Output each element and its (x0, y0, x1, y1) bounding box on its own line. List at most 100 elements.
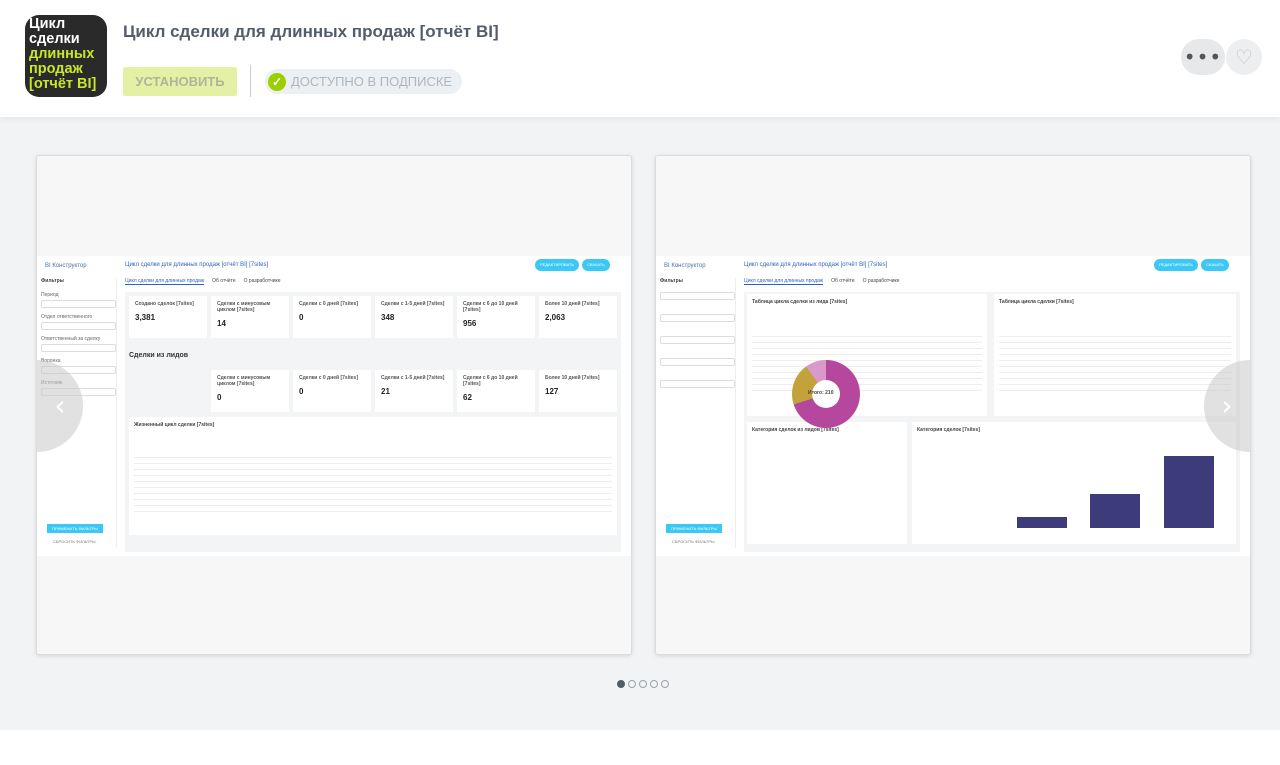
period-label: Период (41, 292, 59, 298)
header-divider (250, 65, 251, 97)
stat-label: Более 10 дней [7sites] (545, 301, 600, 307)
stat-value: 0 (217, 393, 222, 402)
screenshot-slide-2[interactable]: BI Конструктор Цикл сделки для длинных п… (655, 155, 1251, 655)
app-icon-line-5: [отчёт BI] (29, 76, 97, 92)
slide-dot-3[interactable] (639, 680, 647, 688)
filters-sidebar: Фильтры (660, 278, 736, 548)
period-select (41, 300, 116, 308)
stat-label: Сделки с 0 дней [7sites] (299, 375, 358, 381)
slide-2-preview: BI Конструктор Цикл сделки для длинных п… (656, 256, 1250, 556)
stat-label: Сделки с 6 до 10 дней [7sites] (463, 375, 518, 387)
footer-band (0, 730, 1280, 765)
stat-card: Сделки с 0 дней [7sites] 0 (293, 296, 371, 338)
filters-label: Фильтры (660, 278, 683, 284)
apply-filters-button: ПРИМЕНИТЬ ФИЛЬТРЫ (666, 524, 722, 533)
bi-logo: BI Конструктор (45, 263, 87, 269)
stat-value: 0 (299, 387, 304, 396)
bi-logo: BI Конструктор (664, 263, 706, 269)
pie-total: Итого: 210 (808, 390, 834, 396)
stat-value: 3,381 (135, 313, 156, 322)
slide-1-preview: BI Конструктор Цикл сделки для длинных п… (37, 256, 631, 556)
apply-filters-button: ПРИМЕНИТЬ ФИЛЬТРЫ (47, 524, 103, 533)
slide-dot-5[interactable] (661, 680, 669, 688)
leads-section-title: Сделки из лидов (129, 352, 189, 359)
filter-select (660, 292, 735, 300)
stat-label: Сделки с минусовым циклом [7sites] (217, 375, 271, 387)
slide-dot-1[interactable] (617, 680, 625, 688)
app-title: Цикл сделки для длинных продаж [отчёт BI… (123, 22, 499, 41)
download-button: СКАЧАТЬ (582, 259, 610, 271)
tab-cycle: Цикл сделки для длинных продаж (125, 278, 205, 285)
filter-select (660, 336, 735, 344)
edit-button: РЕДАКТИРОВАТЬ (535, 259, 579, 271)
stat-card: Сделки с 6 до 10 дней [7sites] 956 (457, 296, 535, 338)
app-icon-line-2: сделки (29, 31, 80, 47)
filter-select (660, 358, 735, 366)
stat-value: 0 (299, 313, 304, 322)
lifecycle-table: Жизненный цикл сделки [7sites] (129, 417, 617, 535)
more-options-button[interactable]: ••• (1181, 39, 1225, 75)
stat-value: 956 (463, 319, 477, 328)
stat-value: 62 (463, 393, 472, 402)
reset-filters-link: СБРОСИТЬ ФИЛЬТРЫ (672, 539, 715, 544)
deal-category-bar-panel: Категория сделок [7sites] (912, 422, 1236, 544)
dept-label: Отдел ответственного (41, 314, 93, 320)
stat-value: 348 (381, 313, 395, 322)
lead-category-pie-panel: Категория сделок из лидов [7sites] (747, 422, 907, 544)
funnel-label: Воронка (41, 358, 61, 364)
stat-label: Создано сделок [7sites] (135, 301, 194, 307)
lead-stat-card: Сделки с 0 дней [7sites] 0 (293, 370, 371, 412)
stat-label: Сделки с 1-5 дней [7sites] (381, 301, 445, 307)
resp-select (41, 344, 116, 352)
stat-value: 21 (381, 387, 390, 396)
app-icon-line-1: Цикл (29, 16, 66, 32)
screenshot-slide-1[interactable]: BI Конструктор Цикл сделки для длинных п… (36, 155, 632, 655)
app-icon: Цикл сделки длинных продаж [отчёт BI] (25, 15, 107, 97)
tab-cycle: Цикл сделки для длинных продаж (744, 278, 824, 285)
report-title: Цикл сделки для длинных продаж [отчёт BI… (125, 262, 269, 268)
edit-button: РЕДАКТИРОВАТЬ (1154, 259, 1198, 271)
tab-about: Об отчёте (831, 278, 855, 284)
stat-label: Сделки с минусовым циклом [7sites] (217, 301, 271, 313)
tab-developer: О разработчике (862, 278, 900, 284)
bar-3 (1090, 494, 1140, 528)
dashboard-area: Таблица цикла сделки из лида [7sites] Та… (744, 292, 1240, 552)
stat-label: Более 10 дней [7sites] (545, 375, 600, 381)
dept-select (41, 322, 116, 330)
report-tabs: Цикл сделки для длинных продаж Об отчёте… (125, 278, 281, 285)
slide-indicator (617, 680, 669, 688)
filters-label: Фильтры (41, 278, 64, 284)
pie-title: Категория сделок из лидов [7sites] (752, 427, 839, 433)
stat-card: Сделки с минусовым циклом [7sites] 14 (211, 296, 289, 338)
filter-select (660, 380, 735, 388)
report-tabs: Цикл сделки для длинных продаж Об отчёте… (744, 278, 900, 285)
stat-card: Создано сделок [7sites] 3,381 (129, 296, 207, 338)
app-icon-line-4: продаж (29, 61, 83, 77)
bar-title: Категория сделок [7sites] (917, 427, 980, 433)
tab-about: Об отчёте (212, 278, 236, 284)
app-header: Цикл сделки длинных продаж [отчёт BI] Ци… (0, 0, 1280, 117)
stat-value: 14 (217, 319, 226, 328)
resp-label: Ответственный за сделку (41, 336, 101, 342)
table2-title: Таблица цикла сделки [7sites] (999, 299, 1074, 305)
download-button: СКАЧАТЬ (1201, 259, 1229, 271)
check-icon: ✓ (268, 72, 286, 91)
lifecycle-title: Жизненный цикл сделки [7sites] (134, 422, 215, 428)
lead-stat-card: Сделки с 1-5 дней [7sites] 21 (375, 370, 453, 412)
stat-value: 2,063 (545, 313, 566, 322)
install-button[interactable]: УСТАНОВИТЬ (123, 67, 237, 96)
report-title: Цикл сделки для длинных продаж [отчёт BI… (744, 262, 888, 268)
heart-icon[interactable]: ♡ (1226, 39, 1262, 75)
stat-card: Сделки с 1-5 дней [7sites] 348 (375, 296, 453, 338)
deal-cycle-table: Таблица цикла сделки [7sites] (994, 294, 1236, 416)
lead-stat-card: Более 10 дней [7sites] 127 (539, 370, 617, 412)
bar-4 (1164, 456, 1214, 528)
stat-label: Сделки с 0 дней [7sites] (299, 301, 358, 307)
slide-dot-2[interactable] (628, 680, 636, 688)
reset-filters-link: СБРОСИТЬ ФИЛЬТРЫ (53, 539, 96, 544)
slide-dot-4[interactable] (650, 680, 658, 688)
bar-2 (1017, 517, 1067, 528)
table1-title: Таблица цикла сделки из лида [7sites] (752, 299, 848, 305)
stat-label: Сделки с 6 до 10 дней [7sites] (463, 301, 518, 313)
stat-value: 127 (545, 387, 559, 396)
